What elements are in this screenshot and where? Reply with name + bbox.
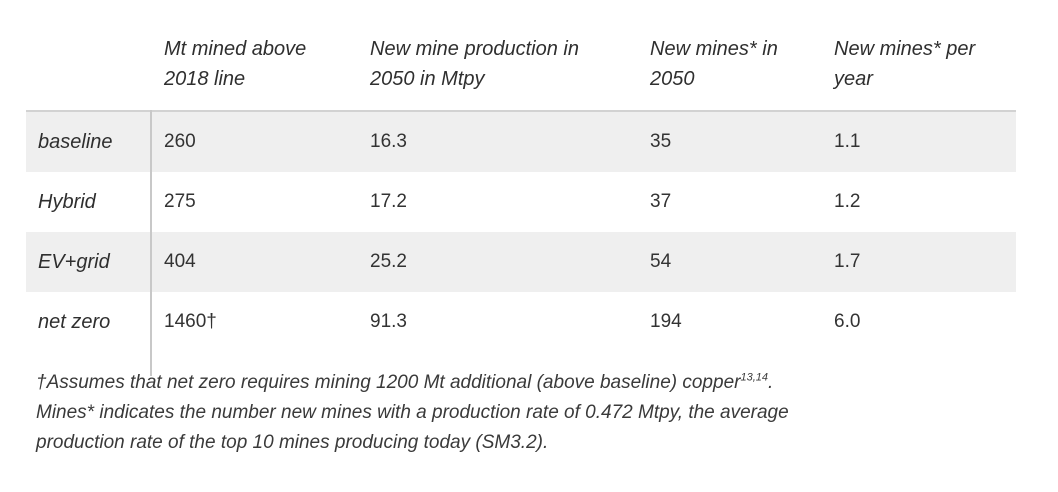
cell-mines-2050: 35 [650, 131, 672, 152]
row-label: EV+grid [38, 251, 110, 273]
cell-mt-mined: 404 [164, 251, 196, 272]
cell-mines-2050: 194 [650, 311, 682, 332]
table-row: baseline 260 16.3 35 1.1 [26, 112, 1016, 172]
footnote-line-2: Mines* indicates the number new mines wi… [36, 402, 789, 423]
footnote-line-1-text: †Assumes that net zero requires mining 1… [36, 372, 741, 393]
cell-mt-mined: 260 [164, 131, 196, 152]
column-header-mt-mined: Mt mined above 2018 line [164, 38, 307, 90]
table-header-row: Mt mined above 2018 line New mine produc… [26, 24, 1016, 112]
cell-mines-per-year: 1.2 [834, 191, 861, 212]
footnote-citation: 13,14 [740, 371, 768, 384]
table-body: baseline 260 16.3 35 1.1 Hybrid 275 17.2… [26, 112, 1016, 352]
column-header-mines-per-year: New mines* per year [834, 38, 976, 90]
cell-production: 91.3 [370, 311, 407, 332]
table-row: net zero 1460† 91.3 194 6.0 [26, 292, 1016, 352]
cell-production: 25.2 [370, 251, 407, 272]
data-table: Mt mined above 2018 line New mine produc… [26, 24, 1016, 376]
cell-mines-2050: 54 [650, 251, 672, 272]
column-header-production: New mine production in 2050 in Mtpy [370, 38, 579, 90]
footnote-line-1: †Assumes that net zero requires mining 1… [36, 368, 1026, 398]
cell-mines-per-year: 6.0 [834, 311, 861, 332]
footnote-line-1-end: . [768, 372, 774, 393]
cell-mines-per-year: 1.1 [834, 131, 861, 152]
column-header-mines-2050: New mines* in 2050 [650, 38, 778, 90]
cell-mt-mined: 1460† [164, 311, 217, 332]
table-row: Hybrid 275 17.2 37 1.2 [26, 172, 1016, 232]
cell-mt-mined: 275 [164, 191, 196, 212]
footnote-line-3: production rate of the top 10 mines prod… [36, 432, 549, 453]
cell-mines-per-year: 1.7 [834, 251, 861, 272]
cell-mines-2050: 37 [650, 191, 672, 212]
cell-production: 17.2 [370, 191, 407, 212]
table-footnote: †Assumes that net zero requires mining 1… [36, 368, 1026, 458]
row-label: baseline [38, 131, 113, 153]
column-divider [150, 110, 152, 376]
table-row: EV+grid 404 25.2 54 1.7 [26, 232, 1016, 292]
cell-production: 16.3 [370, 131, 407, 152]
row-label: net zero [38, 311, 111, 333]
row-label: Hybrid [38, 191, 96, 213]
